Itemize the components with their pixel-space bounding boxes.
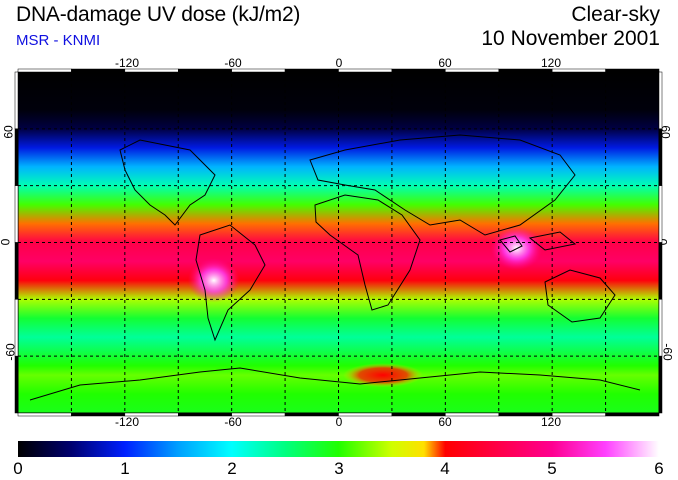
lon-tick-bottom: -60 bbox=[224, 415, 242, 429]
frame-bar bbox=[178, 68, 232, 73]
coast-antarctica bbox=[29, 367, 641, 401]
frame-bar bbox=[124, 412, 179, 417]
frame-bar bbox=[498, 412, 553, 417]
frame-bar bbox=[231, 412, 286, 417]
frame-bar bbox=[124, 68, 179, 73]
coast-north-america bbox=[119, 139, 216, 226]
coast-south-america bbox=[195, 224, 266, 342]
frame-bar bbox=[391, 412, 446, 417]
lon-tick-bottom: 0 bbox=[335, 415, 343, 429]
sky-condition: Clear-sky bbox=[571, 3, 660, 26]
colorbar-label: 4 bbox=[440, 459, 450, 478]
frame-bar bbox=[284, 412, 339, 417]
frame-bar bbox=[445, 412, 500, 417]
frame-bar bbox=[17, 68, 72, 73]
frame-bar bbox=[445, 68, 500, 73]
frame-bar bbox=[14, 71, 19, 130]
frame-bar bbox=[14, 355, 19, 414]
frame-bar bbox=[17, 412, 72, 417]
frame-bar bbox=[658, 128, 663, 186]
frame-bar bbox=[231, 68, 286, 73]
colorbar-label: 2 bbox=[227, 459, 237, 478]
colorbar bbox=[18, 441, 659, 457]
coast-maritime bbox=[499, 231, 577, 253]
frame-bar bbox=[658, 355, 663, 414]
frame-bar bbox=[71, 412, 126, 417]
frame-bar bbox=[658, 71, 663, 130]
lon-tick-top: -60 bbox=[224, 56, 242, 70]
lon-tick-top: -120 bbox=[114, 56, 140, 70]
coast-africa bbox=[314, 194, 421, 311]
frame-bar bbox=[658, 242, 663, 300]
date-label: 10 November 2001 bbox=[481, 27, 660, 50]
frame-bar bbox=[551, 68, 606, 73]
frame-bar bbox=[71, 68, 126, 73]
frame-bar bbox=[498, 68, 553, 73]
coast-eurasia bbox=[309, 134, 576, 236]
colorbar-label: 1 bbox=[120, 459, 130, 478]
frame-bar bbox=[14, 128, 19, 186]
frame-bar bbox=[14, 185, 19, 243]
frame-bar bbox=[605, 68, 660, 73]
frame-bar bbox=[658, 185, 663, 243]
frame-bar bbox=[178, 412, 232, 417]
frame-bar bbox=[338, 412, 393, 417]
frame-bar bbox=[14, 242, 19, 300]
hotspot-andes bbox=[187, 258, 240, 303]
frame-bar bbox=[284, 68, 339, 73]
lon-tick-bottom: 60 bbox=[438, 415, 452, 429]
frame-bar bbox=[658, 299, 663, 357]
colorbar-label: 0 bbox=[13, 459, 23, 478]
hotspot-antarctic-plateau bbox=[343, 363, 424, 388]
lon-tick-bottom: -120 bbox=[114, 415, 140, 429]
colorbar-label: 3 bbox=[334, 459, 344, 478]
frame-bar bbox=[391, 68, 446, 73]
colorbar-label: 6 bbox=[654, 459, 664, 478]
frame-bar bbox=[551, 412, 606, 417]
frame-bar bbox=[605, 412, 660, 417]
title: DNA-damage UV dose (kJ/m2) bbox=[16, 3, 301, 26]
lon-tick-top: 60 bbox=[438, 56, 452, 70]
frame-bar bbox=[14, 299, 19, 357]
lon-tick-top: 120 bbox=[540, 56, 562, 70]
map-border-bars bbox=[14, 68, 663, 417]
lon-tick-bottom: 120 bbox=[540, 415, 562, 429]
subtitle: MSR - KNMI bbox=[16, 32, 101, 49]
frame-bar bbox=[338, 68, 393, 73]
lon-tick-top: 0 bbox=[335, 56, 343, 70]
graticule bbox=[18, 72, 659, 413]
colorbar-label: 5 bbox=[547, 459, 557, 478]
